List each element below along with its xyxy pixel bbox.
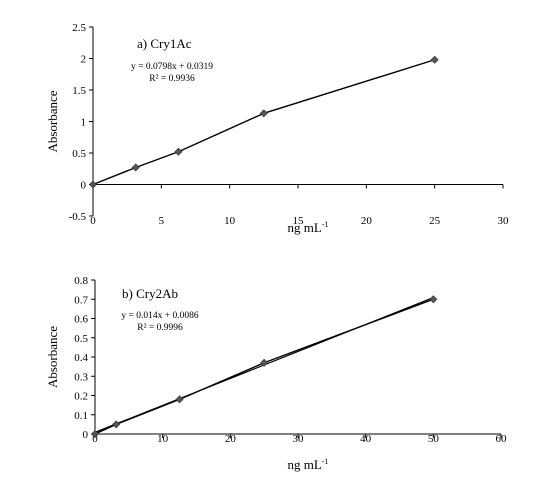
x-tick-label: 15 (293, 215, 305, 227)
r-squared-label: R² = 0.9996 (137, 323, 183, 333)
data-point (112, 420, 121, 429)
x-tick-label: 10 (224, 215, 236, 227)
regression-equation: y = 0.014x + 0.0086 (121, 311, 198, 321)
chart-panel-cry1ac: -0.500.511.522.50 5 10 15 20 25 30Absorbanceng… (45, 22, 509, 235)
x-tick-label: 0 (92, 433, 98, 445)
y-tick-label: 2.5 (72, 22, 86, 34)
y-tick-label: 0.7 (74, 294, 88, 306)
y-tick-label: 0.4 (74, 352, 88, 364)
y-tick-label: -0.5 (69, 211, 87, 223)
y-axis-label: Absorbance (45, 90, 60, 152)
y-tick-label: 0 (83, 429, 89, 441)
y-tick-label: 1.5 (72, 85, 86, 97)
x-tick-label: 50 (428, 433, 440, 445)
x-tick-label: 0 (90, 215, 96, 227)
data-point (429, 295, 438, 304)
r-squared-label: R² = 0.9936 (149, 74, 195, 84)
chart-title: b) Cry2Ab (122, 286, 178, 301)
y-tick-label: 0.5 (74, 333, 88, 345)
data-point (88, 180, 98, 189)
data-point (430, 55, 439, 64)
data-point (174, 147, 183, 156)
data-point (175, 395, 184, 404)
y-tick-label: 0.3 (74, 371, 88, 383)
x-axis-label: ng mL-1 (288, 457, 329, 472)
regression-equation: y = 0.0798x + 0.0319 (131, 62, 213, 72)
x-tick-label: 20 (361, 215, 373, 227)
y-tick-label: 0.5 (72, 148, 86, 160)
x-tick-label: 25 (429, 215, 441, 227)
x-tick-label: 30 (498, 215, 510, 227)
data-point (259, 109, 268, 118)
chart-title: a) Cry1Ac (137, 36, 192, 51)
y-tick-label: 0.6 (74, 314, 88, 326)
data-point (131, 163, 140, 172)
y-tick-label: 0.1 (74, 410, 88, 422)
y-tick-label: 0.8 (74, 275, 88, 287)
data-point (260, 358, 269, 367)
x-tick-label: 40 (360, 433, 372, 445)
x-tick-label: 10 (157, 433, 169, 445)
x-tick-label: 30 (293, 433, 305, 445)
data-point (90, 429, 100, 439)
x-tick-label: 5 (159, 215, 165, 227)
y-axis-label: Absorbance (45, 326, 60, 388)
y-tick-label: 2 (81, 54, 87, 66)
y-tick-label: 0 (81, 180, 87, 192)
chart-panel-cry2ab: 0 0.1 0.2 0.3 0.4 0.5 0.6 0.7 0.8 0 10 20 30 40 50 60 Ab… (45, 275, 507, 472)
x-axis-label: ng mL-1 (288, 220, 329, 235)
series-line (92, 59, 435, 186)
y-tick-label: 0.2 (74, 391, 88, 403)
x-tick-label: 20 (225, 433, 237, 445)
y-tick-label: 1 (81, 117, 87, 129)
x-tick-label: 60 (496, 433, 508, 445)
